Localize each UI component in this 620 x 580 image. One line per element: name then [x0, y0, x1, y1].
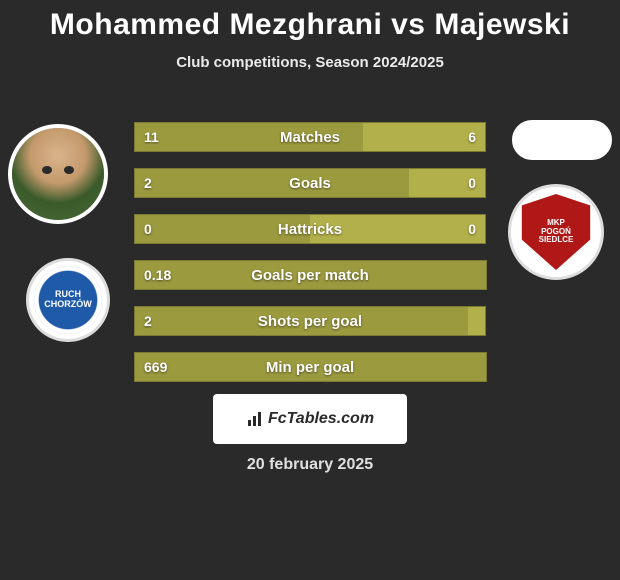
date-text: 20 february 2025 [0, 456, 620, 474]
stat-value-left: 2 [144, 306, 152, 336]
stat-row: Shots per goal2 [134, 306, 486, 336]
stat-row: Matches116 [134, 122, 486, 152]
stat-value-right: 6 [468, 122, 476, 152]
stat-value-left: 0.18 [144, 260, 171, 290]
page-title: Mohammed Mezghrani vs Majewski [0, 0, 620, 42]
bar-left [134, 214, 310, 244]
player-left-club-badge: RUCH CHORZÓW [26, 258, 110, 342]
pogon-badge-icon: MKP POGOŃ SIEDLCE [518, 194, 594, 270]
stat-row: Goals20 [134, 168, 486, 198]
branding-text: FcTables.com [268, 410, 374, 428]
stats-container: Matches116Goals20Hattricks00Goals per ma… [134, 122, 486, 398]
bar-right [486, 260, 487, 290]
stat-value-right: 0 [468, 214, 476, 244]
bar-right [486, 352, 487, 382]
player-left-avatar [8, 124, 108, 224]
player-right-club-badge: MKP POGOŃ SIEDLCE [508, 184, 604, 280]
stat-value-right: 0 [468, 168, 476, 198]
stat-row: Min per goal669 [134, 352, 486, 382]
bar-left [134, 168, 409, 198]
stat-value-left: 0 [144, 214, 152, 244]
bar-left [134, 260, 486, 290]
club-right-text: MKP POGOŃ SIEDLCE [539, 219, 574, 245]
stat-value-left: 669 [144, 352, 167, 382]
bar-left [134, 352, 486, 382]
ruch-badge-icon: RUCH CHORZÓW [34, 266, 102, 334]
stat-row: Hattricks00 [134, 214, 486, 244]
chart-icon [246, 410, 264, 428]
bar-left [134, 306, 468, 336]
face-placeholder-icon [12, 128, 104, 220]
bar-left [134, 122, 363, 152]
stat-row: Goals per match0.18 [134, 260, 486, 290]
page-subtitle: Club competitions, Season 2024/2025 [0, 54, 620, 71]
stat-value-left: 2 [144, 168, 152, 198]
branding-badge: FcTables.com [213, 394, 407, 444]
bar-right [310, 214, 486, 244]
club-left-text: RUCH CHORZÓW [44, 290, 92, 310]
player-right-avatar [512, 120, 612, 160]
stat-value-left: 11 [144, 122, 159, 152]
bar-right [468, 306, 486, 336]
